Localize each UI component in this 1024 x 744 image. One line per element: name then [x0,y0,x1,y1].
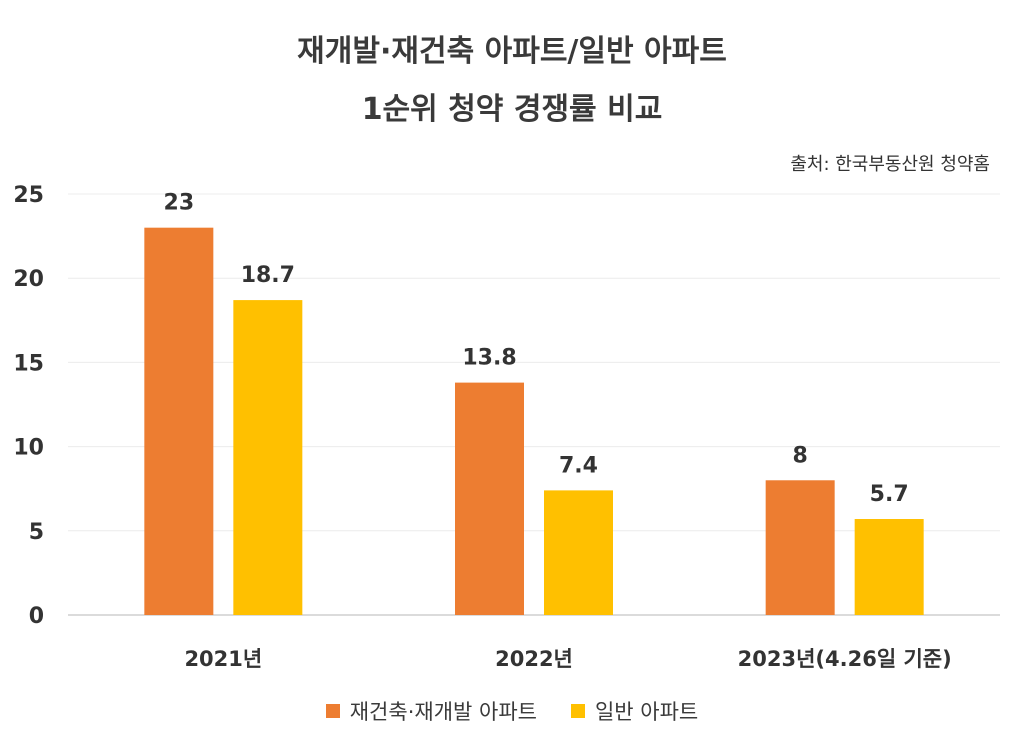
legend-item-general: 일반 아파트 [570,696,699,726]
y-tick-label: 25 [13,183,44,208]
data-label: 5.7 [870,482,909,507]
y-tick-label: 10 [13,436,44,461]
data-label: 18.7 [241,263,295,288]
data-label: 23 [164,191,195,216]
y-tick-label: 0 [29,604,44,629]
x-tick-label: 2021년 [184,647,262,671]
bar [854,519,924,615]
legend-swatch-general [570,704,585,718]
data-label: 8 [793,443,808,468]
bar [765,480,835,615]
legend-label-redevelopment: 재건축·재개발 아파트 [349,700,537,724]
legend: 재건축·재개발 아파트 일반 아파트 [0,696,1024,726]
legend-item-redevelopment: 재건축·재개발 아파트 [325,696,537,726]
chart-source: 출처: 한국부동산원 청약홈 [790,154,990,175]
y-tick-label: 15 [13,351,44,376]
bar [233,300,303,615]
chart-title-line-1: 재개발·재건축 아파트/일반 아파트 [297,34,727,69]
legend-swatch-redevelopment [325,704,340,718]
y-tick-label: 20 [13,267,44,292]
bar [144,227,214,615]
data-label: 7.4 [559,453,598,478]
x-tick-label: 2023년(4.26일 기준) [738,647,952,671]
y-tick-label: 5 [29,520,44,545]
bar [455,382,524,615]
bar [544,490,613,615]
legend-label-general: 일반 아파트 [594,700,699,724]
data-label: 13.8 [462,346,516,371]
x-tick-label: 2022년 [495,647,573,671]
chart-title-line-2: 1순위 청약 경쟁률 비교 [361,92,663,127]
